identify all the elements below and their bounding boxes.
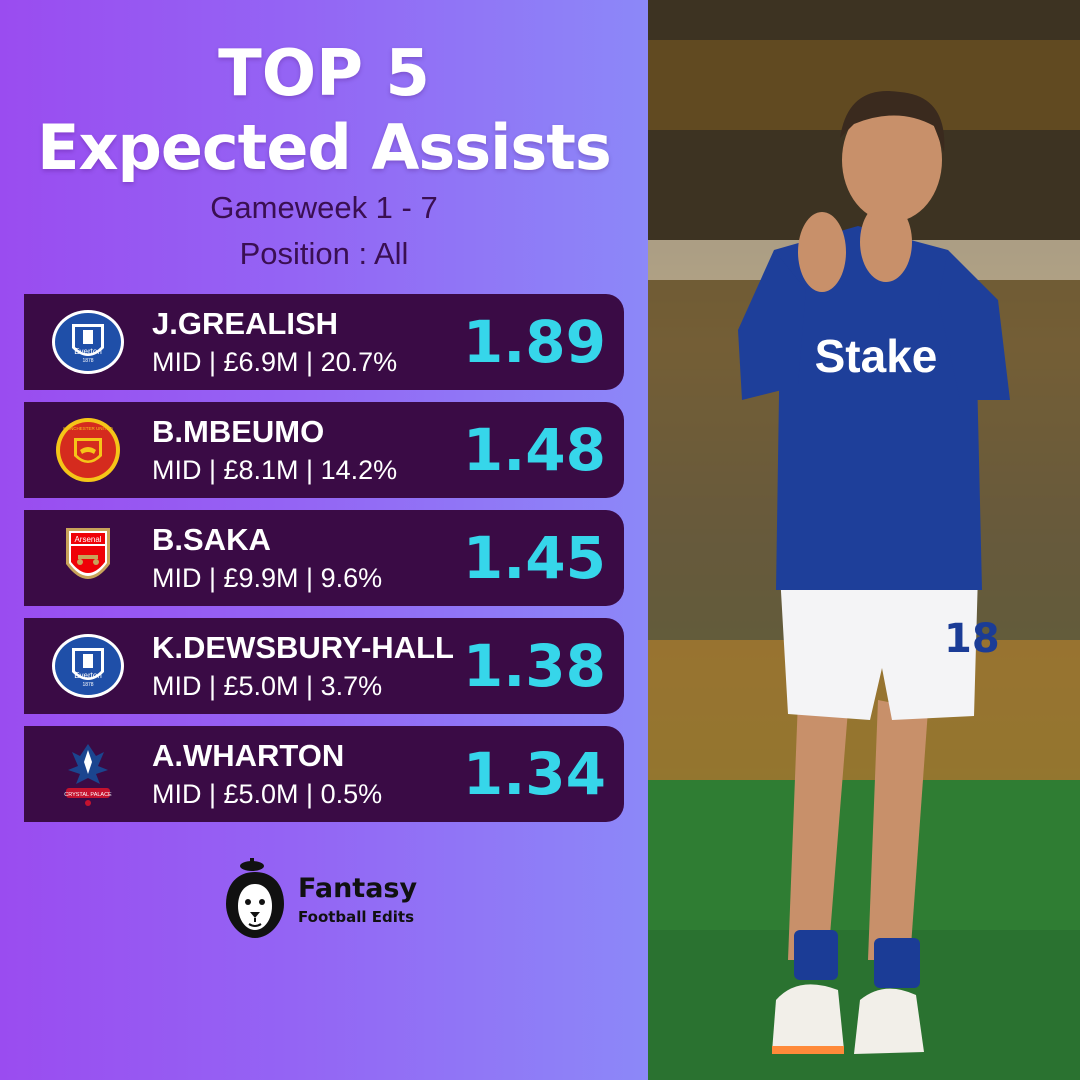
brand-name: Fantasy: [298, 873, 418, 904]
player-name: B.MBEUMO: [152, 414, 325, 449]
everton-crest-icon: Everton 1878: [50, 632, 126, 700]
expected-assists-value: 1.45: [462, 524, 606, 592]
svg-text:Arsenal: Arsenal: [74, 535, 101, 544]
subtitle-gameweek: Gameweek 1 - 7: [210, 190, 438, 225]
svg-text:1878: 1878: [82, 682, 93, 688]
player-info: MID | £8.1M | 14.2%: [152, 455, 398, 485]
title-metric: Expected Assists: [37, 111, 612, 184]
player-name: A.WHARTON: [152, 738, 345, 773]
player-row-4: Everton 1878 K.DEWSBURY-HALL MID | £5.0M…: [24, 618, 624, 714]
expected-assists-value: 1.48: [462, 416, 606, 484]
player-name: J.GREALISH: [152, 306, 339, 341]
player-row-3: Arsenal B.SAKA MID | £9.9M | 9.6% 1.45: [24, 510, 624, 606]
manchester-united-crest-icon: MANCHESTER UNITED: [50, 416, 126, 484]
player-info: MID | £6.9M | 20.7%: [152, 347, 398, 377]
svg-text:18: 18: [944, 616, 1000, 662]
subtitle-position: Position : All: [239, 236, 409, 271]
player-info: MID | £5.0M | 0.5%: [152, 779, 383, 809]
player-info: MID | £9.9M | 9.6%: [152, 563, 383, 593]
brand-tagline: Football Edits: [298, 908, 415, 926]
svg-text:MANCHESTER UNITED: MANCHESTER UNITED: [63, 426, 113, 431]
player-photo: 18 Stake: [648, 0, 1080, 1080]
title-top5: TOP 5: [218, 37, 430, 111]
svg-text:Stake: Stake: [815, 330, 938, 382]
player-name: K.DEWSBURY-HALL: [152, 630, 454, 665]
player-row-5: CRYSTAL PALACE A.WHARTON MID | £5.0M | 0…: [24, 726, 624, 822]
stats-panel: TOP 5 Expected Assists Gameweek 1 - 7 Po…: [0, 0, 648, 1080]
player-row-2: MANCHESTER UNITED B.MBEUMO MID | £8.1M |…: [24, 402, 624, 498]
expected-assists-value: 1.38: [462, 632, 606, 700]
player-name: B.SAKA: [152, 522, 271, 557]
svg-text:Everton: Everton: [74, 347, 102, 356]
brand-logo: Fantasy Football Edits: [222, 858, 442, 942]
everton-crest-icon: Everton 1878: [50, 308, 126, 376]
expected-assists-value: 1.34: [462, 740, 606, 808]
crystal-palace-crest-icon: CRYSTAL PALACE: [50, 740, 126, 808]
player-info: MID | £5.0M | 3.7%: [152, 671, 383, 701]
svg-text:1878: 1878: [82, 358, 93, 364]
svg-text:CRYSTAL PALACE: CRYSTAL PALACE: [64, 792, 112, 798]
player-row-1: Everton 1878 J.GREALISH MID | £6.9M | 20…: [24, 294, 624, 390]
lion-logo-icon: [222, 858, 288, 940]
arsenal-crest-icon: Arsenal: [50, 524, 126, 592]
expected-assists-value: 1.89: [462, 308, 606, 376]
svg-text:Everton: Everton: [74, 671, 102, 680]
